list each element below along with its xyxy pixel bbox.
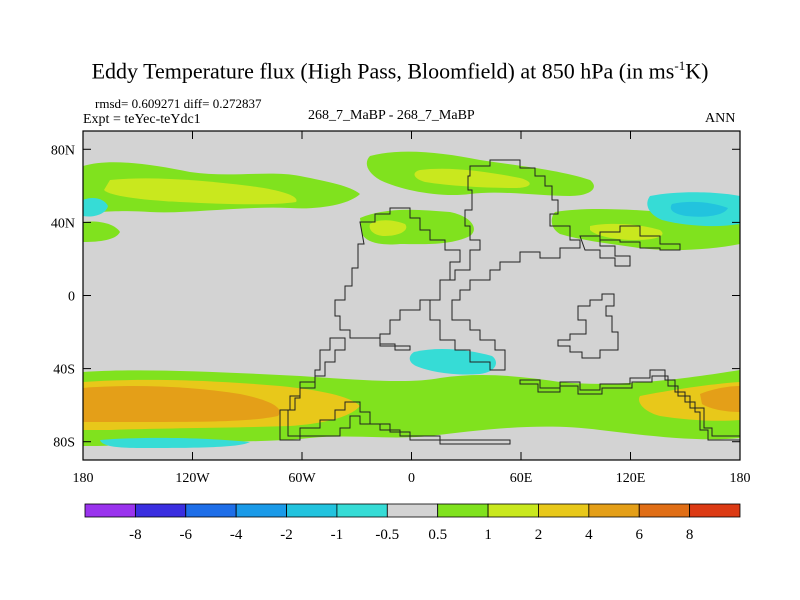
y-tick-label: 80N [51, 143, 75, 158]
colorbar-swatch [336, 503, 388, 518]
colorbar-label: -1 [331, 527, 344, 543]
contour-fill-layer [83, 151, 740, 448]
y-tick-label: 40S [53, 363, 75, 378]
continent-eurasia-east [599, 225, 681, 251]
x-tick-label: 120W [175, 471, 210, 486]
colorbar-swatch [84, 503, 136, 518]
stats-label: rmsd= 0.609271 diff= 0.272837 [95, 96, 262, 111]
colorbar-label: -6 [180, 527, 193, 543]
continent-northeast [579, 235, 631, 267]
y-tick-label: 0 [68, 290, 75, 305]
continent-east-island [557, 293, 619, 359]
colorbar-swatch [689, 503, 741, 518]
colorbar-swatch [185, 503, 237, 518]
x-tick-label: 180 [73, 471, 94, 486]
colorbar-label: 8 [686, 527, 694, 543]
continent-outlines [279, 159, 740, 445]
x-tick-label: 180 [730, 471, 751, 486]
contour-nh-green-west [83, 221, 120, 242]
contour-sh-cyan-strip [100, 437, 250, 448]
season-label: ANN [705, 111, 736, 126]
case-label: 268_7_MaBP - 268_7_MaBP [308, 108, 475, 123]
colorbar-label: -4 [230, 527, 243, 543]
colorbar-swatch [588, 503, 640, 518]
colorbar-swatch [638, 503, 691, 518]
colorbar-swatch [487, 503, 539, 518]
colorbar-label: -8 [129, 527, 142, 543]
x-tick-label: 120E [616, 471, 646, 486]
contour-sh-cyan-patch [409, 349, 496, 375]
continent-west-arm [334, 207, 461, 351]
colorbar-label: 1 [484, 527, 492, 543]
colorbar-label: 0.5 [428, 527, 447, 543]
continent-southwest [279, 337, 511, 445]
colorbar-label: 6 [635, 527, 643, 543]
colorbar-swatch [286, 503, 338, 518]
chart-title: Eddy Temperature flux (High Pass, Bloomf… [91, 58, 709, 84]
experiment-label: Expt = teYec-teYdc1 [83, 112, 201, 127]
colorbar-label: -2 [280, 527, 293, 543]
colorbar-swatch [437, 503, 489, 518]
contour-nh-darkcyan-pacific [670, 201, 728, 217]
x-tick-label: 60E [510, 471, 533, 486]
continent-south [519, 369, 740, 441]
contour-sh-orange-core [83, 386, 280, 422]
x-tick-label: 60W [288, 471, 316, 486]
contour-nh-yellowgreen-atlantic [369, 220, 407, 236]
colorbar-label: 2 [535, 527, 543, 543]
colorbar-swatch [134, 503, 187, 518]
y-tick-label: 80S [53, 436, 75, 451]
colorbar-swatch [386, 503, 439, 518]
continent-north [429, 159, 581, 371]
y-tick-label: 40N [51, 216, 75, 231]
colorbar-swatch [538, 503, 590, 518]
colorbar-label: 4 [585, 527, 593, 543]
x-tick-label: 0 [408, 471, 415, 486]
contour-nh-yellowgreen-pacific [104, 178, 297, 205]
axis-ticks: 180 120W 60W 0 60E 120E 180 80N 40N 0 40S 80S [51, 131, 751, 486]
colorbar-swatch [235, 503, 287, 518]
contour-nh-yellowgreen-north [414, 168, 530, 188]
contour-nh-cyan-west [83, 198, 108, 217]
contour-sh-orange-east [700, 386, 740, 412]
colorbar: -8 -6 -4 -2 -1 -0.5 0.5 1 2 4 6 8 [84, 503, 741, 543]
colorbar-label: -0.5 [375, 527, 399, 543]
